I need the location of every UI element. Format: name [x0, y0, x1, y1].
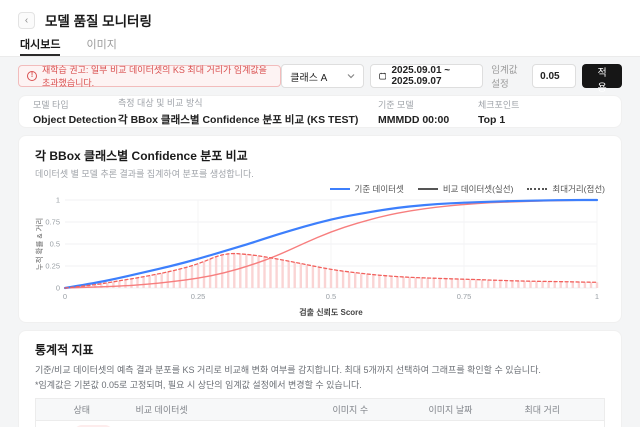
- header-dataset: 비교 데이터셋: [127, 398, 325, 421]
- tab-dashboard[interactable]: 대시보드: [20, 34, 61, 56]
- chart-subtitle: 데이터셋 별 모델 추론 결과를 집계하여 분포를 생성합니다.: [35, 169, 254, 179]
- statistics-card: 통계적 지표 기준/비교 데이터셋의 예측 결과 분포를 KS 거리로 비교해 …: [18, 330, 622, 427]
- legend-label: 기준 데이터셋: [354, 183, 404, 194]
- legend-line-swatch: [417, 187, 438, 190]
- svg-text:0.5: 0.5: [50, 240, 60, 249]
- meta-checkpoint: 체크포인트 Top 1: [478, 98, 519, 126]
- threshold-input[interactable]: [532, 64, 577, 88]
- class-select-value: 클래스 A: [290, 72, 328, 84]
- meta-value: 각 BBox 클래스별 Confidence 분포 비교 (KS TEST): [118, 114, 359, 126]
- table-header-row: 상태 비교 데이터셋 이미지 수 이미지 날짜 최대 거리: [35, 398, 605, 421]
- svg-text:0.75: 0.75: [457, 292, 472, 301]
- meta-measurement-method: 측정 대상 및 비교 방식 각 BBox 클래스별 Confidence 분포 …: [118, 96, 378, 127]
- topbar: ‹ 모델 품질 모니터링: [0, 0, 640, 34]
- svg-text:검출 신뢰도 Score: 검출 신뢰도 Score: [299, 307, 363, 317]
- image-date-cell: 2025.06.11: [421, 421, 517, 427]
- comparison-table: 상태 비교 데이터셋 이미지 수 이미지 날짜 최대 거리 경고: [35, 398, 605, 427]
- legend-dotted-swatch: [527, 187, 548, 190]
- model-meta-card: 모델 타입 Object Detection 측정 대상 및 비교 방식 각 B…: [18, 95, 622, 128]
- calendar-icon: [379, 72, 387, 80]
- warning-icon: !: [27, 71, 37, 81]
- meta-value: Object Detection: [33, 113, 117, 126]
- legend-item-comparison: 비교 데이터셋(실선): [417, 183, 514, 195]
- svg-text:0.25: 0.25: [45, 262, 60, 271]
- threshold-label: 임계값 설정: [491, 65, 518, 90]
- legend-label: 최대거리(점선): [552, 183, 605, 194]
- svg-text:0: 0: [56, 284, 60, 293]
- meta-value: Top 1: [478, 113, 506, 126]
- warning-text: 재학습 권고: 일부 비교 데이터셋의 KS 최대 거리가 임계값을 초과했습니…: [42, 65, 267, 88]
- date-range-picker[interactable]: 2025.09.01 ~ 2025.09.07: [370, 64, 484, 88]
- svg-text:1: 1: [56, 196, 60, 205]
- stats-description: 기준/비교 데이터셋의 예측 결과 분포를 KS 거리로 비교해 변화 여부를 …: [35, 365, 541, 375]
- cdf-distance-chart: 0 0.25 0.5 0.75 1 0 0.25 0.5 0.75 1 검출 신뢰도 Score 누적…: [35, 196, 599, 318]
- meta-label: 체크포인트: [478, 99, 520, 110]
- page-title: 모델 품질 모니터링: [45, 14, 152, 29]
- toolbar-controls: 클래스 A 2025.09.01 ~ 2025.09.07 임계값 설정 적용: [281, 62, 622, 94]
- back-button[interactable]: ‹: [18, 11, 35, 29]
- header-image-count: 이미지 수: [324, 398, 421, 421]
- chevron-down-icon: [347, 74, 355, 79]
- table-row: 경고 DMMDD 00:00 9,234 2025.06.11 0.347: [36, 421, 605, 427]
- meta-base-model: 기준 모델 MMMDD 00:00: [378, 98, 478, 126]
- header-max-distance: 최대 거리: [516, 398, 605, 421]
- header-checkbox-col: [35, 398, 66, 421]
- tab-bar: 대시보드 이미지: [0, 34, 640, 57]
- svg-text:0: 0: [63, 292, 67, 301]
- max-distance-cell: 0.347: [517, 421, 605, 427]
- class-select[interactable]: 클래스 A: [281, 64, 365, 88]
- content: ! 재학습 권고: 일부 비교 데이터셋의 KS 최대 거리가 임계값을 초과했…: [0, 57, 640, 427]
- svg-text:0.5: 0.5: [326, 292, 336, 301]
- tab-images[interactable]: 이미지: [86, 39, 117, 51]
- date-range-value: 2025.09.01 ~ 2025.09.07: [391, 65, 451, 87]
- stats-note: *임계값은 기본값 0.05로 고정되며, 필요 시 상단의 임계값 설정에서 …: [35, 380, 362, 390]
- back-chevron-icon: ‹: [24, 14, 29, 26]
- header-status: 상태: [65, 398, 128, 421]
- svg-text:0.25: 0.25: [191, 292, 206, 301]
- legend-item-base: 기준 데이터셋: [329, 183, 404, 195]
- svg-text:1: 1: [595, 292, 599, 301]
- legend-item-maxdistance: 최대거리(점선): [527, 183, 605, 195]
- header-image-date: 이미지 날짜: [420, 398, 517, 421]
- meta-label: 모델 타입: [33, 99, 69, 110]
- meta-label: 측정 대상 및 비교 방식: [118, 98, 203, 108]
- toolbar: ! 재학습 권고: 일부 비교 데이터셋의 KS 최대 거리가 임계값을 초과했…: [18, 62, 622, 94]
- legend-label: 비교 데이터셋(실선): [442, 183, 514, 194]
- chart-legend: 기준 데이터셋 비교 데이터셋(실선) 최대거리(점선): [35, 182, 605, 195]
- svg-text:0.75: 0.75: [45, 218, 60, 227]
- status-badge: 경고: [73, 425, 114, 427]
- legend-line-swatch: [329, 187, 350, 190]
- svg-text:누적 확률 & 거리: 누적 확률 & 거리: [35, 218, 44, 271]
- apply-button[interactable]: 적용: [582, 64, 622, 94]
- meta-label: 기준 모델: [378, 99, 414, 110]
- retrain-warning-banner: ! 재학습 권고: 일부 비교 데이터셋의 KS 최대 거리가 임계값을 초과했…: [18, 65, 282, 88]
- meta-value: MMMDD 00:00: [378, 113, 450, 126]
- stats-title: 통계적 지표: [35, 343, 94, 357]
- meta-model-type: 모델 타입 Object Detection: [33, 98, 118, 126]
- confidence-chart-card: 각 BBox 클래스별 Confidence 분포 비교 데이터셋 별 모델 추…: [18, 135, 622, 323]
- chart-title: 각 BBox 클래스별 Confidence 분포 비교: [35, 149, 248, 163]
- image-count-cell: 9,234: [325, 421, 421, 427]
